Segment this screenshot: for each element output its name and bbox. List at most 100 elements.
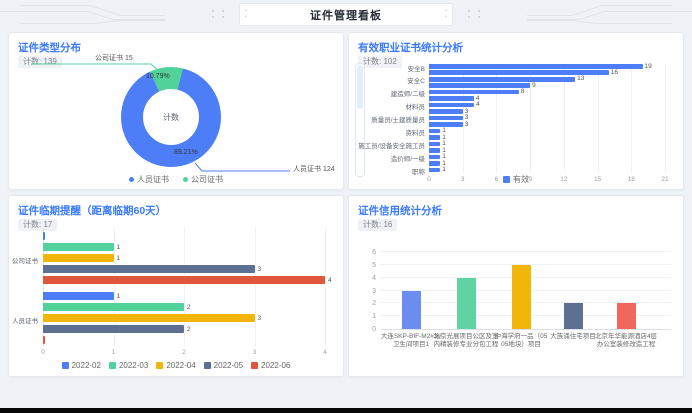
legend-label: 2022-04: [166, 361, 196, 370]
bar[interactable]: [43, 336, 45, 344]
chart-scrollbar[interactable]: [355, 63, 365, 177]
bar[interactable]: [43, 292, 114, 300]
category-label-line: 大族涌住宅项目: [550, 333, 596, 340]
category-label-line: 中海学府一品（05: [494, 333, 548, 340]
category-label: 材料员: [405, 104, 426, 112]
bar[interactable]: [429, 154, 441, 160]
category-label: 公司证书: [12, 258, 38, 265]
slice-percent-person: 89.21%: [174, 149, 198, 156]
slice-percent-company: 10.79%: [146, 73, 170, 80]
title-box-dots-left: • •: [245, 8, 247, 20]
bar[interactable]: [563, 303, 583, 329]
pie-callout-company: 公司证书 15: [95, 55, 133, 62]
chart-scrollbar-handle[interactable]: [357, 65, 363, 109]
bar[interactable]: [43, 254, 114, 262]
legend-label: 有效: [513, 175, 529, 184]
x-axis-tick-label: 9: [528, 176, 532, 183]
category-label: 资料员: [405, 130, 426, 138]
category-label-line: 卫生间项目1: [392, 341, 430, 348]
bar[interactable]: [429, 161, 441, 166]
bar[interactable]: [429, 109, 463, 114]
x-axis-tick-label: 15: [593, 176, 602, 183]
bar-value-label: 4: [328, 276, 332, 284]
circuit-decoration-left: [0, 5, 224, 24]
bar[interactable]: [43, 325, 184, 333]
y-axis-tick-label: 6: [372, 249, 376, 256]
bar-value-label: 2: [187, 325, 191, 333]
pie-callout-person: 人员证书 124: [293, 166, 335, 173]
legend-item-person[interactable]: 人员证书: [129, 174, 169, 185]
bar-value-label: 3: [464, 107, 469, 115]
bar[interactable]: [43, 314, 255, 322]
bar[interactable]: [43, 243, 114, 251]
gridline: [43, 228, 44, 346]
gridline: [184, 228, 185, 346]
bar[interactable]: [429, 122, 463, 127]
panel-title: 有效职业证书统计分析: [358, 42, 463, 54]
bar-value-label: 3: [464, 120, 469, 128]
grouped-hbar-plot-area: 0 1 2 3 4 1 1 3 4 公司证书 1 2 3 2 人员证书: [12, 228, 332, 356]
bar[interactable]: [429, 115, 463, 121]
y-axis-tick-label: 3: [372, 287, 376, 295]
bar[interactable]: [429, 89, 519, 95]
x-axis-tick-label: 0: [427, 176, 431, 183]
bar[interactable]: [429, 135, 441, 140]
bar[interactable]: [43, 265, 255, 273]
legend-label: 2022-05: [213, 361, 244, 370]
bar[interactable]: [616, 303, 636, 329]
legend-item[interactable]: 2022-03: [108, 361, 148, 370]
bar[interactable]: [43, 303, 184, 311]
legend-item[interactable]: 2022-04: [156, 361, 196, 370]
category-label: 质量员/土建质量员: [371, 117, 425, 125]
bar[interactable]: [401, 290, 421, 329]
category-label: 安全B: [407, 65, 425, 73]
bar[interactable]: [429, 64, 643, 69]
hbar-legend: 有效: [349, 174, 683, 185]
bar-value-label: 1: [442, 153, 446, 161]
bar-value-label: 1: [116, 292, 121, 300]
panel-valid-certs: 有效职业证书统计分析 计数: 102 0 3 6 9 12 15 18 21 19 安全B 16 13…: [348, 32, 684, 190]
bar[interactable]: [43, 232, 45, 240]
x-axis-tick-label: 3: [460, 176, 465, 183]
count-badge: 计数: 16: [358, 219, 398, 231]
legend-item[interactable]: 2022-02: [61, 361, 101, 370]
bar[interactable]: [43, 276, 325, 284]
count-badge: 计数: 139: [18, 56, 62, 68]
legend-item-company[interactable]: 公司证书: [183, 174, 223, 185]
bar[interactable]: [429, 148, 441, 153]
bar[interactable]: [429, 70, 609, 76]
gridline: [665, 63, 666, 173]
gridline: [325, 228, 326, 346]
vbar-plot-area: 0 1 2 3 4 5 6 大连SKP-BIF-M2#3# 卫生间项目1 北京光展项目公区及室 内精…: [372, 249, 671, 348]
legend-item[interactable]: 2022-05: [203, 361, 244, 370]
bar[interactable]: [429, 167, 441, 173]
x-axis-tick-label: 6: [494, 176, 499, 183]
panel-title: 证件类型分布: [18, 42, 81, 54]
legend-swatch: [203, 362, 211, 369]
gridline: [254, 228, 256, 346]
bar[interactable]: [429, 141, 441, 147]
circuit-decoration-right: [468, 5, 692, 24]
bar[interactable]: [429, 83, 531, 88]
legend-item-valid[interactable]: 有效: [503, 174, 529, 185]
bar-value-label: 1: [442, 140, 446, 148]
bar-value-label: 1: [442, 127, 446, 135]
bar-value-label: 3: [464, 114, 469, 122]
category-label: 大连SKP-BIF-M2#3# 卫生间项目1: [375, 333, 447, 349]
bar[interactable]: [456, 277, 476, 329]
dashboard-header: • • 证件管理看板 • •: [0, 0, 692, 28]
bar[interactable]: [429, 96, 474, 101]
bar[interactable]: [429, 76, 576, 82]
legend-item[interactable]: 2022-06: [251, 361, 290, 370]
bar-value-label: 3: [257, 265, 262, 273]
gridline: [496, 63, 498, 173]
month-legend: 2022-02 2022-03 2022-04 2022-05 2022-06: [9, 361, 343, 370]
legend-swatch: [156, 362, 164, 369]
panel-title: 证件信用统计分析: [358, 205, 442, 217]
gridline: [631, 63, 633, 173]
gridline: [530, 63, 532, 173]
bar[interactable]: [429, 128, 441, 134]
bar[interactable]: [429, 102, 474, 108]
legend-dot-green: [183, 177, 188, 182]
bar[interactable]: [511, 264, 531, 329]
